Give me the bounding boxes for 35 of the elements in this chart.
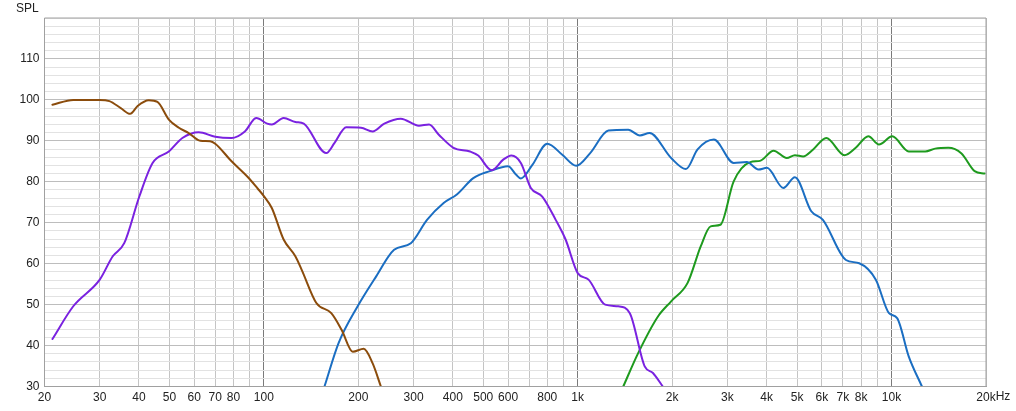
y-tick-label: 30 — [26, 378, 40, 393]
y-tick-label: 50 — [26, 296, 40, 311]
x-tick-label: 2k — [665, 390, 680, 405]
x-tick-label: 40 — [132, 390, 146, 405]
x-tick-label: 6k — [815, 390, 830, 405]
y-tick-label: 100 — [19, 92, 40, 107]
x-tick-label: 70 — [208, 390, 223, 405]
x-tick-label: 1k — [571, 390, 586, 405]
x-tick-label: 300 — [403, 390, 424, 405]
y-tick-label: 90 — [26, 133, 40, 148]
x-tick-label: 7k — [836, 390, 851, 405]
y-tick-label: 60 — [26, 255, 40, 270]
x-tick-label: 5k — [790, 390, 805, 405]
x-tick-label: 4k — [760, 390, 774, 405]
y-axis-title: SPL — [16, 1, 40, 16]
x-tick-label: 50 — [162, 390, 177, 405]
x-tick-label: 10k — [881, 390, 903, 405]
x-tick-label: 400 — [442, 390, 464, 405]
x-tick-label: 800 — [537, 390, 558, 405]
y-tick-label: 80 — [26, 174, 40, 189]
x-tick-label: 60 — [187, 390, 202, 405]
x-tick-label: 500 — [473, 390, 494, 405]
x-tick-label: 20 — [37, 390, 52, 405]
x-tick-label: 80 — [226, 390, 241, 405]
y-tick-label: 110 — [20, 51, 40, 66]
y-tick-label: 70 — [26, 215, 40, 230]
x-axis-title: Hz — [995, 388, 1011, 403]
x-tick-label: 20k — [976, 390, 997, 405]
x-tick-label: 600 — [498, 390, 519, 405]
x-tick-label: 8k — [854, 390, 869, 405]
x-tick-label: 200 — [348, 390, 369, 405]
x-tick-label: 3k — [721, 390, 735, 405]
x-tick-label: 30 — [93, 390, 107, 405]
y-tick-label: 40 — [26, 337, 40, 352]
x-tick-label: 100 — [253, 390, 275, 405]
